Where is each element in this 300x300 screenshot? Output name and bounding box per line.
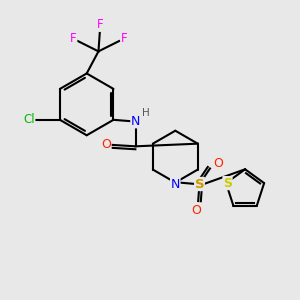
Text: S: S [195, 178, 204, 190]
Text: F: F [97, 18, 103, 32]
Text: N: N [171, 178, 180, 190]
Text: S: S [223, 177, 232, 190]
Text: Cl: Cl [23, 113, 35, 126]
Text: O: O [101, 138, 111, 151]
Text: H: H [142, 108, 150, 118]
Text: F: F [70, 32, 77, 45]
Text: O: O [213, 157, 223, 170]
Text: N: N [131, 115, 140, 128]
Text: O: O [192, 204, 201, 217]
Text: F: F [121, 32, 128, 45]
